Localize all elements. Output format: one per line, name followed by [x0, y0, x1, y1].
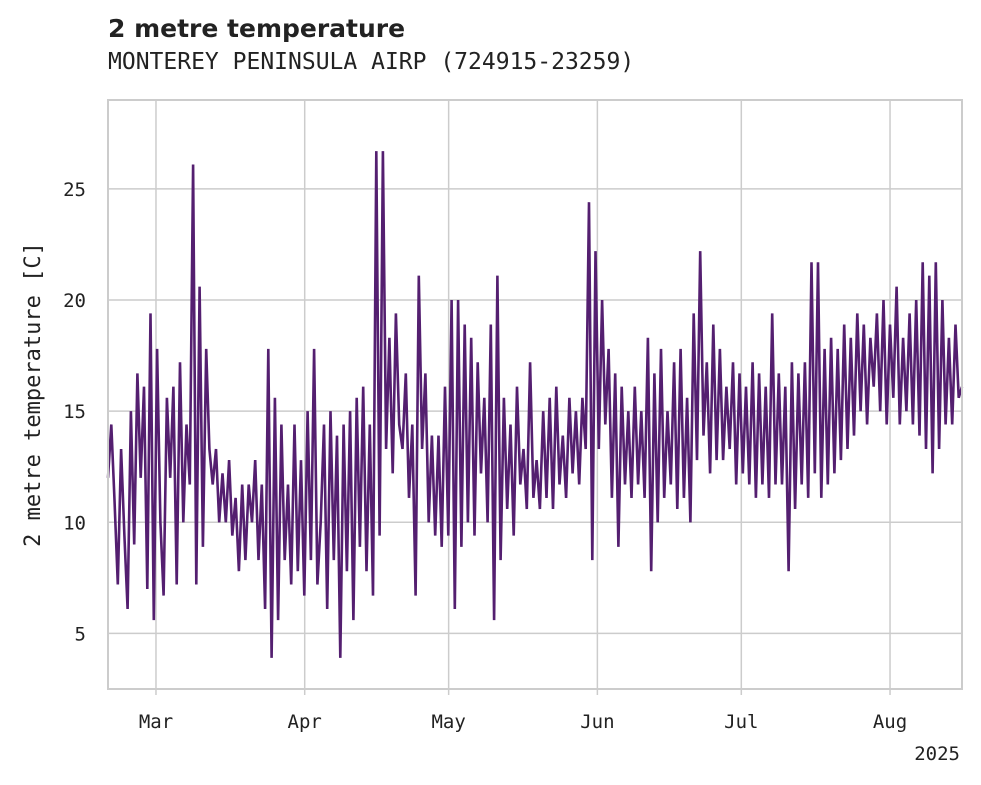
plot-frame: [107, 99, 963, 690]
tick-labels: 5 10 15 20 25 Mar Apr May Jun Jul Aug: [63, 179, 907, 733]
x-tick-label: Jul: [724, 711, 758, 733]
y-tick-label: 15: [63, 401, 86, 423]
series-layer: [106, 151, 964, 658]
y-tick-label: 20: [63, 290, 86, 312]
y-tick-label: 10: [63, 512, 86, 534]
y-axis-label: 2 metre temperature [C]: [21, 242, 46, 547]
chart-title: 2 metre temperature: [108, 14, 406, 43]
chart-subtitle: MONTEREY PENINSULA AIRP (724915-23259): [108, 49, 635, 75]
x-tick-label: Jun: [580, 711, 614, 733]
x-tick-label: Mar: [139, 711, 173, 733]
grid: [108, 100, 962, 689]
x-tick-label: May: [431, 711, 465, 733]
series-line: [106, 151, 964, 658]
x-year-label: 2025: [914, 743, 960, 765]
x-tick-label: Aug: [873, 711, 907, 733]
y-tick-label: 25: [63, 179, 86, 201]
x-tick-label: Apr: [288, 711, 322, 733]
y-tick-label: 5: [75, 623, 86, 645]
